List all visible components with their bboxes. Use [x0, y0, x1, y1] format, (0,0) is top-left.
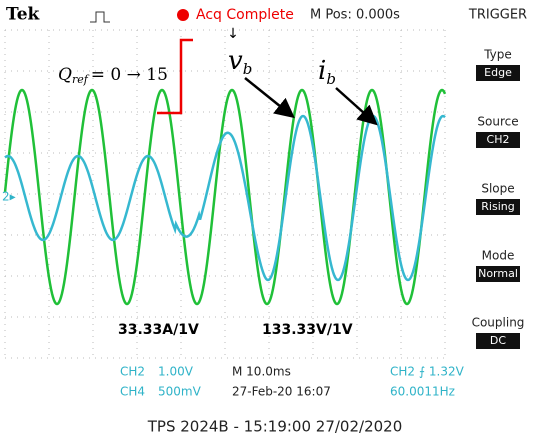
menu-label: Mode: [482, 249, 515, 263]
status: Acq Complete: [196, 7, 294, 23]
current-scale: 33.33A/1V: [118, 322, 199, 338]
brand: Tek: [6, 5, 41, 25]
menu-value: CH2: [487, 133, 510, 146]
ib-label: ib: [318, 56, 336, 88]
menu-value-box: [476, 333, 520, 349]
acq-icon: [90, 11, 110, 23]
step-marker: [157, 38, 193, 115]
status-bar: CH2 1.00V CH4 500mV M 10.0ms 27-Feb-20 1…: [120, 365, 465, 399]
qref: Qref = 0 → 15: [58, 65, 168, 87]
vb-arrow: [244, 77, 295, 119]
menu-value-box: [476, 65, 520, 81]
trigger-level: CH2 ⨍ 1.32V: [390, 365, 465, 379]
menu: Type Edge Source CH2 Slope Rising Mode Normal Co…: [472, 48, 525, 349]
menu-value: Normal: [478, 267, 518, 280]
menu-value-box: [476, 199, 520, 215]
vb-label: vb: [228, 46, 252, 78]
menu-label: Coupling: [472, 316, 525, 330]
frequency: 60.0011Hz: [390, 385, 455, 399]
ch2: CH2: [120, 365, 145, 379]
ch4: CH4: [120, 385, 145, 399]
date: 27-Feb-20 16:07: [232, 385, 331, 399]
menu-label: Type: [483, 48, 512, 62]
menu-value: Edge: [484, 66, 512, 79]
ib-arrow: [335, 87, 378, 126]
voltage-trace: [3, 88, 447, 306]
menu-label: Slope: [481, 182, 514, 196]
m-pos: M Pos: 0.000s: [310, 8, 400, 23]
menu-value: DC: [490, 334, 506, 347]
voltage-scale: 133.33V/1V: [262, 322, 353, 338]
footer: TPS 2024B - 15:19:00 27/02/2020: [147, 418, 403, 436]
menu-value: Rising: [481, 200, 514, 213]
run-indicator: [177, 9, 189, 21]
menu-value-box: [476, 132, 520, 148]
timebase: M 10.0ms: [232, 365, 291, 379]
menu-label: Source: [477, 115, 518, 129]
menu-title: TRIGGER: [468, 8, 527, 23]
ch2-marker: 2▸: [2, 190, 16, 204]
ch4-scale: 500mV: [158, 385, 202, 399]
ch2-scale: 1.00V: [158, 365, 194, 379]
trigger-pos: ↓: [227, 26, 239, 42]
menu-value-box: [476, 266, 520, 282]
